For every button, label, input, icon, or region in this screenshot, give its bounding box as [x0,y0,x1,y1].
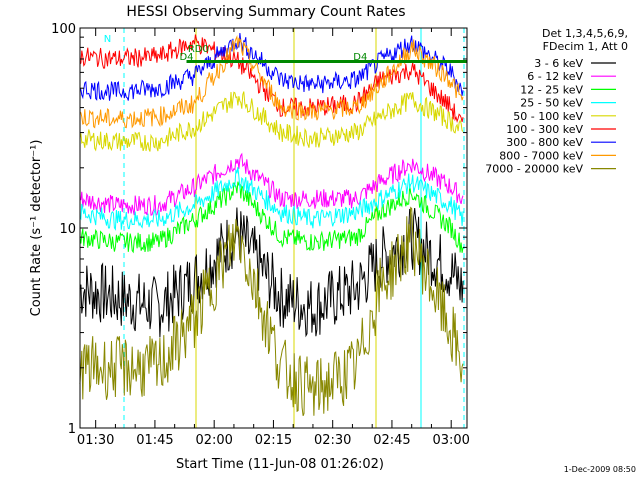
series-line [79,207,464,338]
series-line [79,34,464,124]
legend-label: 6 - 12 keV [527,70,583,83]
y-axis-label: Count Rate (s⁻¹ detector⁻¹) [29,140,44,317]
legend-header-2: FDecim 1, Att 0 [543,40,628,53]
legend-item: 7000 - 20000 keV [485,163,616,176]
x-tick: 01:45 [136,28,174,448]
x-tick-label: 03:00 [432,433,469,448]
legend-label: 100 - 300 keV [506,123,583,136]
legend-item: 3 - 6 keV [534,57,616,70]
y-tick-label: 10 [59,222,76,237]
annotation-label: N [104,34,111,45]
series-line [79,206,464,416]
legend-header-1: Det 1,3,4,5,6,9, [542,27,628,40]
series-line [79,152,464,216]
legend-item: 800 - 7000 keV [499,149,616,162]
legend-item: 50 - 100 keV [513,110,616,123]
legend-label: 800 - 7000 keV [499,149,583,162]
y-tick: 100 [51,22,467,37]
series-line [79,91,464,152]
legend-item: 6 - 12 keV [527,70,616,83]
x-tick-label: 02:00 [195,433,232,448]
x-tick: 03:00 [432,28,470,448]
legend-label: 25 - 50 keV [520,97,583,110]
legend-item: 25 - 50 keV [520,97,616,110]
series-line [79,35,464,129]
y-tick-label: 100 [51,22,76,37]
legend-label: 12 - 25 keV [520,83,583,96]
series-line [79,32,464,101]
annotation-label: D4 [353,52,367,63]
series-line [79,181,464,254]
footer-date: 1-Dec-2009 08:50 [564,465,636,474]
legend-item: 300 - 800 keV [506,136,616,149]
legend-label: 7000 - 20000 keV [485,163,583,176]
legend-item: 100 - 300 keV [506,123,616,136]
x-tick: 02:30 [314,28,351,448]
legend-label: 300 - 800 keV [506,136,583,149]
y-tick-label: 1 [68,422,76,437]
legend-label: 50 - 100 keV [513,110,583,123]
y-tick: 1 [68,422,467,437]
x-tick: 01:30 [77,28,114,448]
legend-item: 12 - 25 keV [520,83,616,96]
chart-title: HESSI Observing Summary Count Rates [126,4,405,20]
x-tick: 02:45 [373,28,411,448]
x-tick-label: 01:45 [136,433,173,448]
x-tick: 02:00 [195,28,233,448]
x-tick: 02:15 [255,28,292,448]
x-tick-label: 02:45 [373,433,410,448]
y-tick: 10 [59,222,467,237]
series-line [79,167,464,231]
x-tick-label: 02:15 [255,433,292,448]
x-axis-label: Start Time (11-Jun-08 01:26:02) [176,457,384,472]
annotation-label: RD0 [188,44,209,55]
x-tick-label: 02:30 [314,433,351,448]
series-layer [79,32,467,416]
legend: Det 1,3,4,5,6,9, FDecim 1, Att 0 3 - 6 k… [485,27,628,176]
legend-label: 3 - 6 keV [534,57,583,70]
axes: 01:30 01:45 02:00 02:15 02:30 02:45 03:00 1 10 10… [51,22,470,448]
x-tick-label: 01:30 [77,433,114,448]
annotation-label: D4 [179,52,193,63]
